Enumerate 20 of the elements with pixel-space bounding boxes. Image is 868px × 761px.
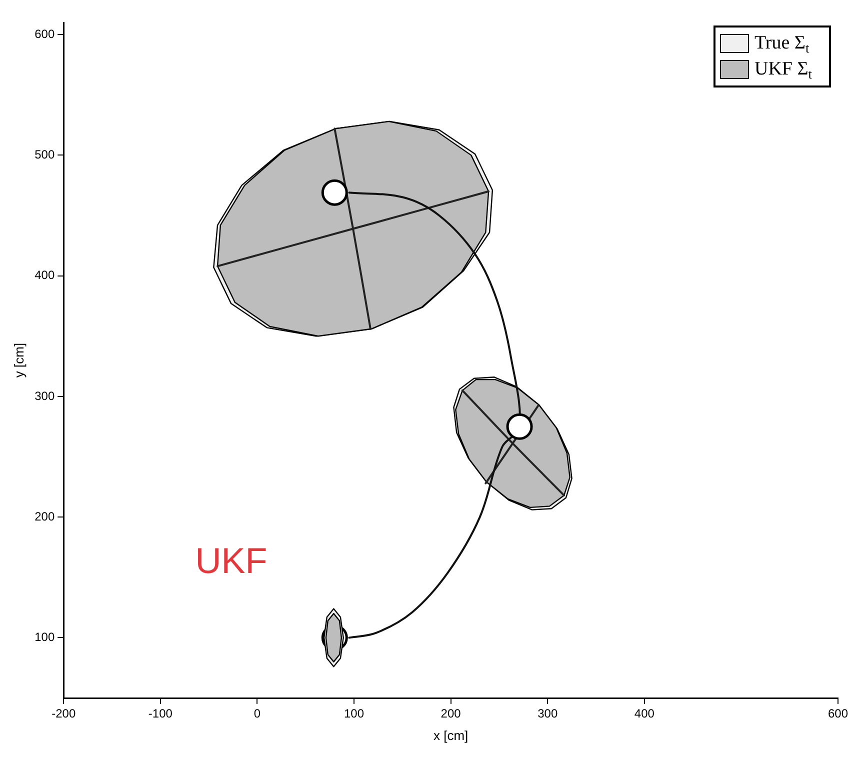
y-axis-title: y [cm]: [11, 342, 26, 378]
annotation: UKF: [195, 540, 268, 581]
line-series: [348, 192, 521, 639]
y-tick-label: 100: [34, 630, 55, 644]
y-tick-label: 300: [34, 388, 55, 403]
x-tick-label: -100: [148, 706, 173, 721]
point: [321, 179, 348, 206]
y-tick-label: 600: [34, 26, 55, 41]
x-tick-label: 100: [344, 706, 364, 721]
point: [506, 413, 533, 440]
y-tick-label: 400: [34, 268, 55, 282]
x-tick-label: 600: [828, 706, 848, 721]
x-tick-label: -200: [52, 706, 76, 721]
x-axis-title: x [cm]: [433, 728, 468, 743]
y-tick-label: 200: [34, 509, 55, 524]
y-tick-label: 500: [34, 148, 55, 162]
x-tick-label: 0: [254, 706, 261, 721]
x-tick-label: 200: [440, 706, 462, 721]
x-tick-label: 400: [634, 706, 655, 721]
x-tick-label: 300: [538, 706, 558, 721]
